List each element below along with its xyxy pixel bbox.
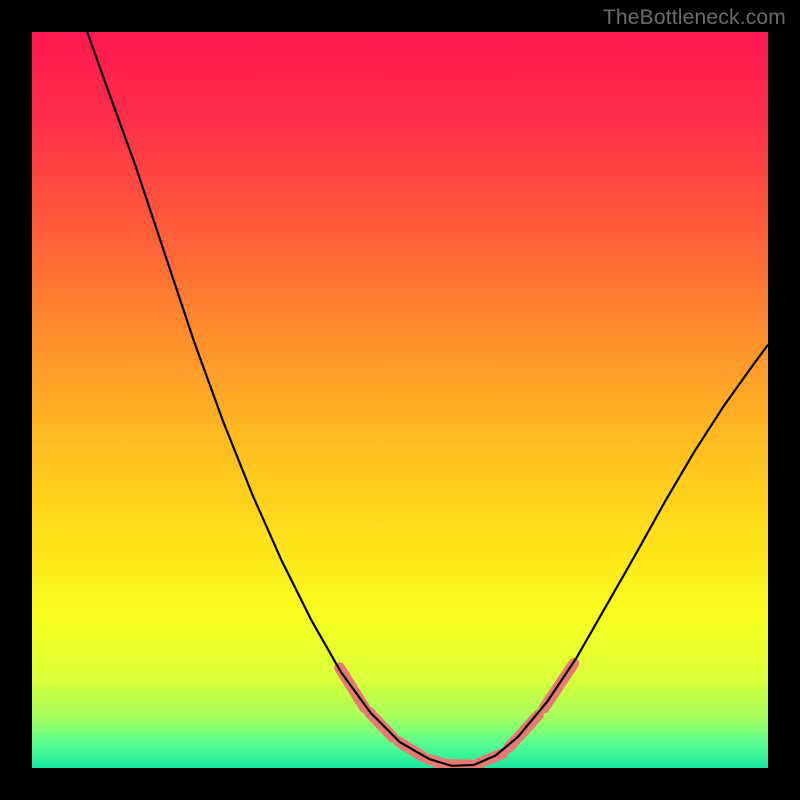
plot-area — [32, 32, 768, 768]
bottleneck-curve — [87, 32, 768, 766]
bottleneck-curve-layer — [32, 32, 768, 768]
confidence-band-segments — [340, 663, 574, 765]
watermark-text: TheBottleneck.com — [603, 6, 786, 30]
